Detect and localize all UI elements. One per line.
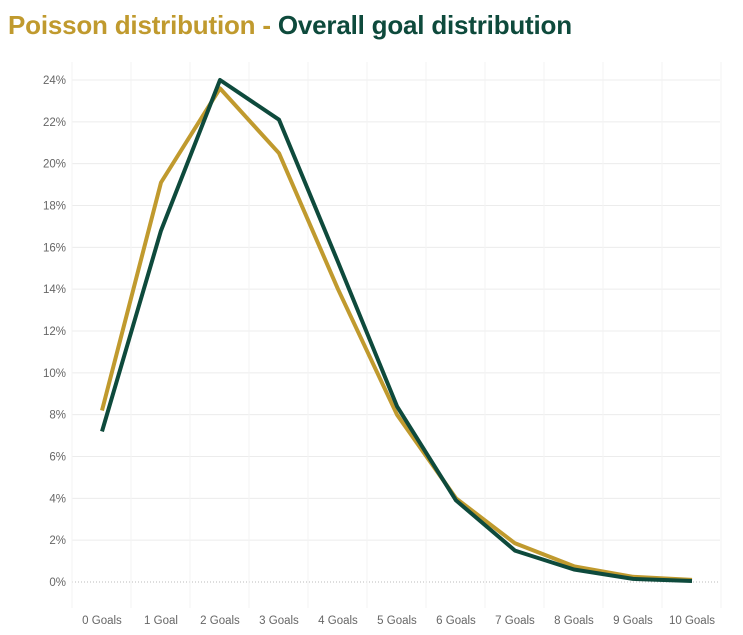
y-tick-label: 22% (43, 117, 66, 129)
x-tick-label: 6 Goals (436, 615, 476, 627)
y-tick-label: 18% (43, 201, 66, 213)
y-axis-ticks: 0% 2% 4% 6% 8% 10% 12% 14% 16% 18% 20% 22% 24% (43, 75, 66, 589)
x-tick-label: 7 Goals (495, 615, 535, 627)
y-tick-label: 20% (43, 159, 66, 171)
poisson-series-line[interactable] (100, 86, 693, 582)
x-gridlines (71, 62, 722, 608)
y-tick-label: 2% (49, 535, 66, 547)
x-tick-label: 2 Goals (200, 615, 240, 627)
x-tick-label: 5 Goals (377, 615, 417, 627)
y-tick-label: 6% (49, 452, 66, 464)
x-tick-label: 1 Goal (144, 615, 178, 627)
y-tick-label: 10% (43, 368, 66, 380)
y-tick-label: 8% (49, 410, 66, 422)
chart-title-separator: - (255, 10, 278, 40)
y-tick-label: 0% (49, 577, 66, 589)
x-tick-label: 9 Goals (613, 615, 653, 627)
chart-title-poisson: Poisson distribution (8, 10, 256, 40)
x-tick-label: 10 Goals (669, 615, 715, 627)
y-tick-label: 12% (43, 326, 66, 338)
overall-series-line[interactable] (100, 78, 693, 583)
x-tick-label: 3 Goals (259, 615, 299, 627)
y-tick-label: 4% (49, 493, 66, 505)
y-tick-label: 14% (43, 284, 66, 296)
y-tick-label: 24% (43, 75, 66, 87)
gridlines (72, 79, 720, 583)
chart-title-overall: Overall goal distribution (277, 10, 572, 40)
x-tick-label: 4 Goals (318, 615, 358, 627)
x-axis-ticks: 0 Goals 1 Goal 2 Goals 3 Goals 4 Goals 5 Goal… (82, 615, 715, 627)
y-tick-label: 16% (43, 242, 66, 254)
x-tick-label: 8 Goals (554, 615, 594, 627)
x-tick-label: 0 Goals (82, 615, 122, 627)
chart-title: Poisson distribution - Overall goal dist… (8, 10, 572, 41)
series-lines (100, 78, 693, 583)
